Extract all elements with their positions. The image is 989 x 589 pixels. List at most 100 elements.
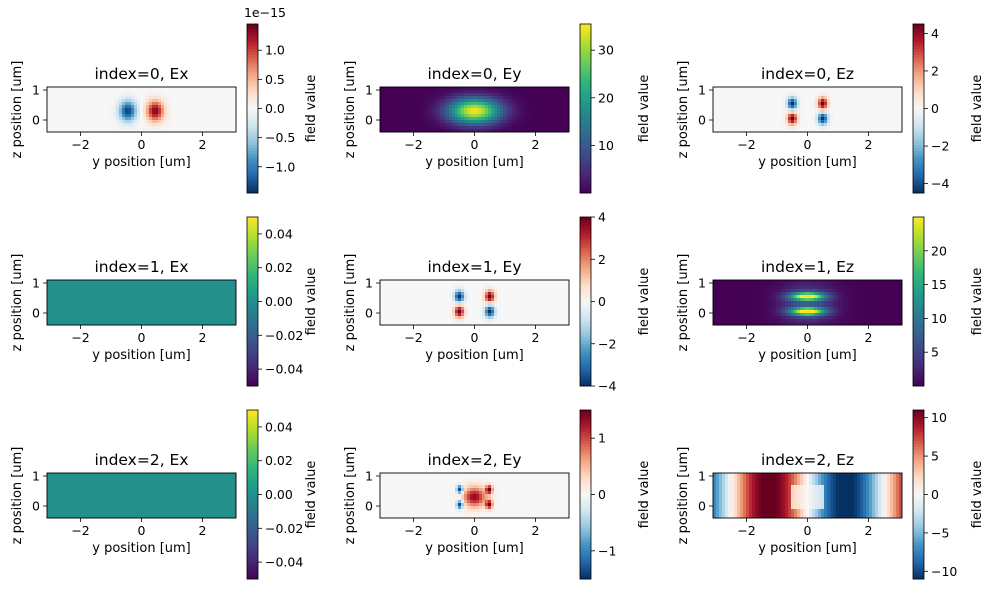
heatmap-cell — [95, 99, 99, 103]
colorbar-segment — [580, 167, 591, 171]
heatmap-cell — [59, 283, 63, 287]
heatmap-cell — [215, 283, 219, 287]
heatmap-cell — [899, 126, 903, 130]
heatmap-cell — [515, 123, 519, 127]
heatmap-cell — [128, 319, 132, 323]
heatmap-cell — [854, 93, 858, 97]
colorbar-segment — [580, 35, 591, 39]
heatmap-cell — [92, 87, 96, 91]
heatmap-cell — [725, 87, 729, 91]
heatmap-cell — [458, 114, 462, 118]
heatmap-cell — [482, 280, 486, 284]
heatmap-cell — [887, 114, 891, 118]
heatmap-cell — [527, 105, 531, 109]
heatmap-cell — [767, 129, 771, 133]
heatmap-cell — [797, 123, 801, 127]
heatmap-cell — [152, 313, 156, 317]
heatmap-cell — [866, 87, 870, 91]
heatmap-cell — [458, 102, 462, 106]
heatmap-cell — [842, 105, 846, 109]
heatmap-cell — [896, 117, 900, 121]
heatmap-cell — [188, 304, 192, 308]
heatmap-cell — [380, 298, 384, 302]
heatmap-cell — [188, 283, 192, 287]
heatmap-cell — [893, 105, 897, 109]
heatmap-cell — [512, 307, 516, 311]
colorbar-segment — [580, 190, 591, 194]
heatmap-cell — [551, 117, 555, 121]
heatmap-cell — [797, 126, 801, 130]
heatmap-cell — [521, 295, 525, 299]
heatmap-cell — [404, 316, 408, 320]
heatmap-cell — [806, 126, 810, 130]
heatmap-cell — [164, 313, 168, 317]
heatmap-cell — [515, 102, 519, 106]
heatmap-cell — [173, 87, 177, 91]
heatmap-cell — [545, 301, 549, 305]
heatmap-cell — [824, 87, 828, 91]
heatmap-cell — [752, 114, 756, 118]
heatmap-cell — [443, 280, 447, 284]
heatmap-cell — [173, 120, 177, 124]
heatmap-cell — [428, 123, 432, 127]
heatmap-cell — [80, 99, 84, 103]
heatmap-cell — [713, 117, 717, 121]
heatmap-cell — [455, 120, 459, 124]
heatmap-cell — [218, 295, 222, 299]
heatmap-cell — [152, 310, 156, 314]
heatmap-cell — [113, 99, 117, 103]
colorbar-segment — [580, 71, 591, 76]
heatmap-cell — [122, 126, 126, 130]
heatmap-cell — [503, 319, 507, 323]
heatmap-cell — [530, 99, 534, 103]
heatmap-cell — [500, 114, 504, 118]
heatmap-cell — [431, 301, 435, 305]
heatmap-cell — [170, 307, 174, 311]
heatmap-cell — [866, 123, 870, 127]
heatmap-cell — [50, 316, 54, 320]
heatmap-cell — [110, 117, 114, 121]
heatmap-cell — [389, 292, 393, 296]
heatmap-cell — [182, 301, 186, 305]
heatmap-cell — [137, 292, 141, 296]
heatmap-cell — [101, 295, 105, 299]
heatmap-cell — [149, 313, 153, 317]
heatmap-cell — [122, 280, 126, 284]
heatmap-cell — [485, 319, 489, 323]
heatmap-cell — [869, 102, 873, 106]
colorbar-segment — [580, 83, 591, 87]
heatmap-cell — [68, 304, 72, 308]
heatmap-cell — [503, 289, 507, 293]
heatmap-cell — [413, 292, 417, 296]
heatmap-cell — [458, 123, 462, 127]
heatmap-cell — [194, 322, 198, 326]
heatmap-cell — [857, 120, 861, 124]
heatmap-cell — [128, 292, 132, 296]
heatmap-cell — [482, 129, 486, 133]
heatmap-cell — [458, 120, 462, 124]
heatmap-cell — [767, 117, 771, 121]
heatmap-cell — [473, 295, 477, 299]
heatmap-cell — [161, 292, 165, 296]
heatmap-cell — [71, 99, 75, 103]
heatmap-cell — [752, 117, 756, 121]
heatmap-cell — [764, 120, 768, 124]
heatmap-cell — [383, 123, 387, 127]
heatmap-cell — [848, 105, 852, 109]
heatmap-cell — [758, 105, 762, 109]
heatmap-cell — [554, 114, 558, 118]
heatmap-cell — [866, 99, 870, 103]
heatmap-cell — [473, 93, 477, 97]
heatmap-cell — [128, 102, 132, 106]
heatmap-cell — [125, 105, 129, 109]
heatmap-cell — [449, 316, 453, 320]
heatmap-cell — [167, 304, 171, 308]
heatmap-cell — [164, 286, 168, 290]
heatmap-cell — [458, 307, 462, 311]
heatmap-cell — [455, 96, 459, 100]
heatmap-cell — [458, 96, 462, 100]
heatmap-cell — [833, 93, 837, 97]
heatmap-cell — [809, 126, 813, 130]
heatmap-cell — [383, 283, 387, 287]
